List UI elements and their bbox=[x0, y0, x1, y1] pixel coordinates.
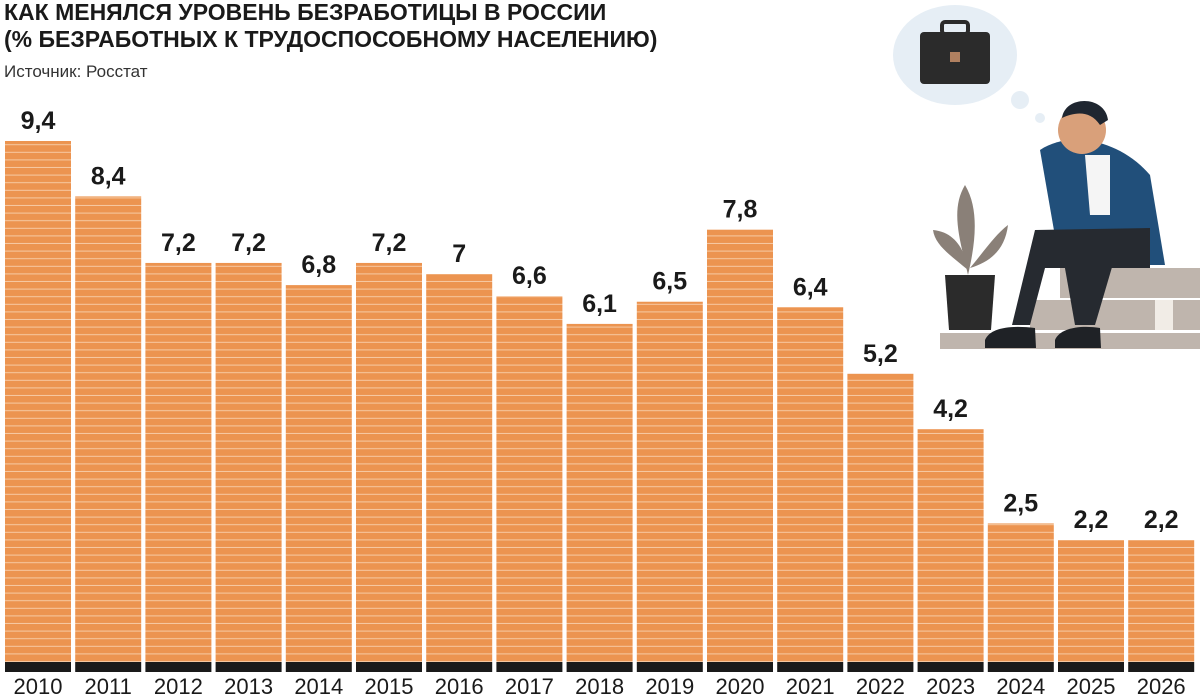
bar bbox=[5, 141, 71, 662]
bar bbox=[847, 373, 914, 662]
chart-title: КАК МЕНЯЛСЯ УРОВЕНЬ БЕЗРАБОТИЦЫ В РОССИИ bbox=[4, 0, 606, 25]
bar-base bbox=[987, 662, 1054, 672]
bar bbox=[707, 229, 773, 662]
x-tick-label: 2024 bbox=[996, 674, 1045, 696]
x-tick-label: 2014 bbox=[294, 674, 343, 696]
value-label: 7,2 bbox=[372, 229, 407, 257]
x-tick-label: 2011 bbox=[85, 674, 132, 696]
bar bbox=[496, 296, 563, 662]
x-tick-label: 2021 bbox=[786, 674, 835, 696]
bar bbox=[777, 307, 844, 662]
bar-base bbox=[917, 662, 984, 672]
value-label: 6,6 bbox=[512, 262, 547, 290]
bar-base bbox=[777, 662, 844, 672]
bar-base bbox=[145, 662, 212, 672]
chart-subtitle: (% БЕЗРАБОТНЫХ К ТРУДОСПОСОБНОМУ НАСЕЛЕН… bbox=[4, 26, 657, 52]
bar-base bbox=[707, 662, 773, 672]
value-label: 7,2 bbox=[161, 229, 196, 257]
x-tick-label: 2018 bbox=[575, 674, 624, 696]
source: Источник: Росстат bbox=[4, 62, 148, 81]
bar-base bbox=[1058, 662, 1124, 672]
value-label: 6,4 bbox=[793, 273, 828, 301]
bar-base bbox=[215, 662, 282, 672]
x-tick-label: 2020 bbox=[716, 674, 765, 696]
value-label: 6,5 bbox=[652, 268, 687, 296]
x-tick-label: 2010 bbox=[14, 674, 63, 696]
value-label: 2,2 bbox=[1074, 506, 1109, 534]
x-tick-label: 2023 bbox=[926, 674, 975, 696]
x-tick-label: 2019 bbox=[645, 674, 694, 696]
bar bbox=[285, 285, 352, 662]
x-tick-label: 2022 bbox=[856, 674, 905, 696]
value-label: 4,2 bbox=[933, 395, 968, 423]
bar bbox=[1128, 540, 1195, 662]
value-label: 8,4 bbox=[91, 162, 126, 190]
value-label: 5,2 bbox=[863, 340, 898, 368]
value-label: 6,1 bbox=[582, 290, 617, 318]
bar-base bbox=[636, 662, 703, 672]
x-tick-label: 2013 bbox=[224, 674, 273, 696]
bar-base bbox=[426, 662, 493, 672]
bar bbox=[1058, 540, 1124, 662]
bar bbox=[215, 262, 282, 662]
illustration bbox=[893, 5, 1200, 349]
x-tick-label: 2016 bbox=[435, 674, 484, 696]
value-label: 7,8 bbox=[723, 196, 758, 224]
bar bbox=[426, 274, 493, 662]
bar bbox=[145, 262, 212, 662]
value-label: 9,4 bbox=[21, 107, 56, 135]
bar bbox=[356, 262, 422, 662]
x-tick-label: 2025 bbox=[1067, 674, 1116, 696]
value-label: 6,8 bbox=[301, 251, 336, 279]
bar-base bbox=[1128, 662, 1195, 672]
bar-base bbox=[75, 662, 142, 672]
bar-base bbox=[356, 662, 422, 672]
x-tick-label: 2026 bbox=[1137, 674, 1186, 696]
value-label: 2,2 bbox=[1144, 506, 1179, 534]
bar-base bbox=[285, 662, 352, 672]
bar-base bbox=[847, 662, 914, 672]
bar bbox=[917, 429, 984, 662]
bar bbox=[566, 323, 633, 662]
value-label: 7,2 bbox=[231, 229, 266, 257]
bar-base bbox=[496, 662, 563, 672]
value-label: 2,5 bbox=[1003, 489, 1038, 517]
x-tick-label: 2012 bbox=[154, 674, 203, 696]
x-tick-label: 2017 bbox=[505, 674, 554, 696]
bar-base bbox=[566, 662, 633, 672]
bar-base bbox=[5, 662, 71, 672]
bar bbox=[75, 196, 142, 662]
bar bbox=[636, 301, 703, 662]
bar bbox=[987, 523, 1054, 662]
x-tick-label: 2015 bbox=[365, 674, 414, 696]
value-label: 7 bbox=[452, 240, 466, 268]
